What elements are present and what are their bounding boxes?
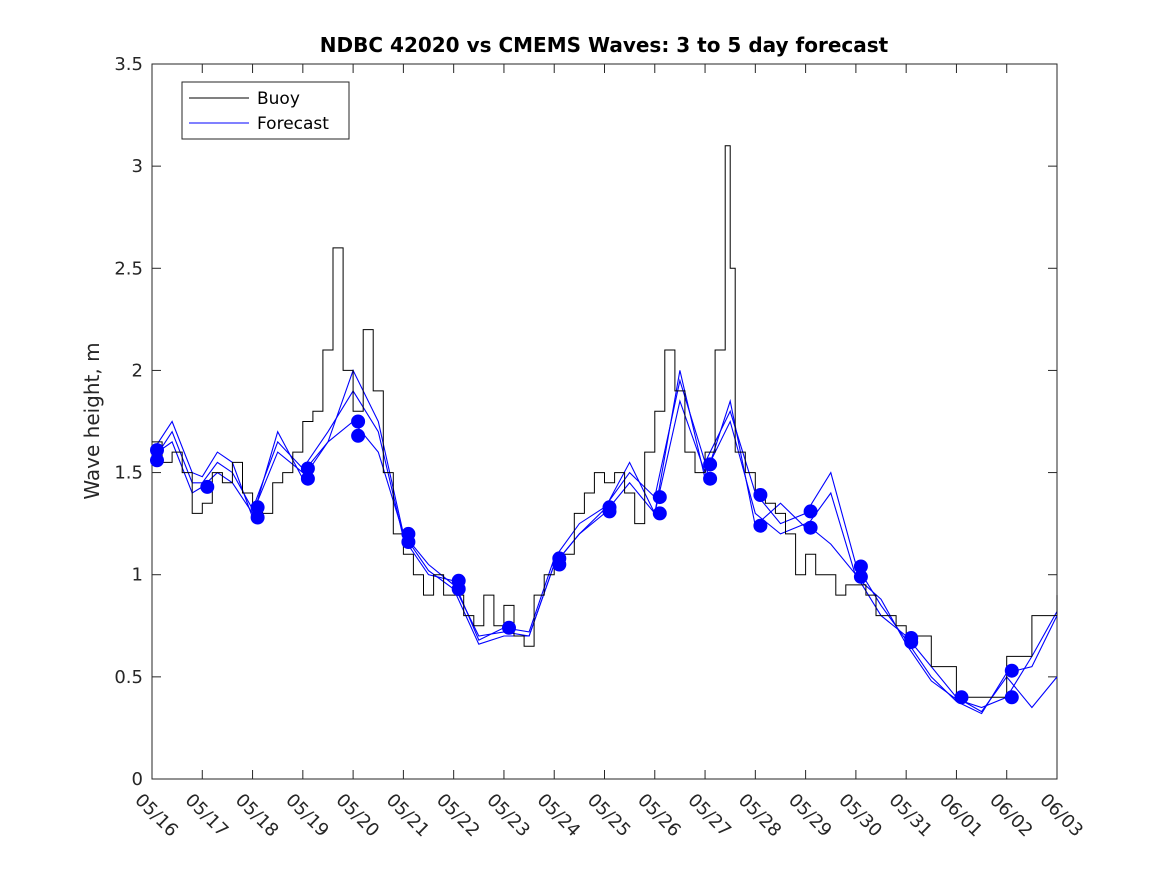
forecast-marker [803, 520, 818, 535]
legend-buoy-label: Buoy [257, 89, 300, 109]
y-tick-label: 0 [132, 769, 143, 790]
forecast-marker [250, 510, 265, 525]
forecast-marker [502, 620, 516, 635]
y-tick-label: 1.5 [114, 463, 143, 484]
y-tick-label: 2.5 [114, 258, 143, 279]
forecast-marker [1004, 690, 1019, 705]
forecast-marker [853, 569, 868, 584]
forecast-marker [652, 490, 667, 505]
y-axis-label: Wave height, m [80, 342, 104, 499]
forecast-run-line [151, 368, 1058, 709]
forecast-marker [150, 453, 164, 468]
forecast-marker [954, 690, 969, 705]
forecast-marker [552, 557, 567, 572]
y-tick-label: 3.5 [114, 54, 143, 75]
forecast-marker [300, 471, 315, 486]
y-tick-label: 2 [132, 360, 143, 381]
chart-title: NDBC 42020 vs CMEMS Waves: 3 to 5 day fo… [320, 33, 889, 57]
forecast-marker [1004, 663, 1019, 678]
legend-box [181, 81, 350, 140]
y-tick-label: 3 [132, 156, 143, 177]
forecast-marker [602, 504, 617, 519]
forecast-marker [451, 582, 466, 596]
forecast-marker [803, 504, 818, 519]
forecast-marker [703, 471, 718, 486]
forecast-marker [351, 414, 366, 429]
forecast-marker [904, 635, 919, 650]
y-tick-label: 1 [132, 565, 143, 586]
forecast-marker [703, 457, 718, 472]
y-tick-label: 0.5 [114, 667, 143, 688]
forecast-marker [200, 479, 215, 494]
forecast-marker [753, 518, 768, 533]
forecast-marker [753, 488, 768, 502]
forecast-marker [351, 428, 366, 443]
legend: Buoy Forecast [181, 81, 350, 140]
forecast-marker [401, 535, 416, 549]
forecast-marker [652, 506, 667, 521]
legend-forecast-label: Forecast [257, 114, 329, 134]
